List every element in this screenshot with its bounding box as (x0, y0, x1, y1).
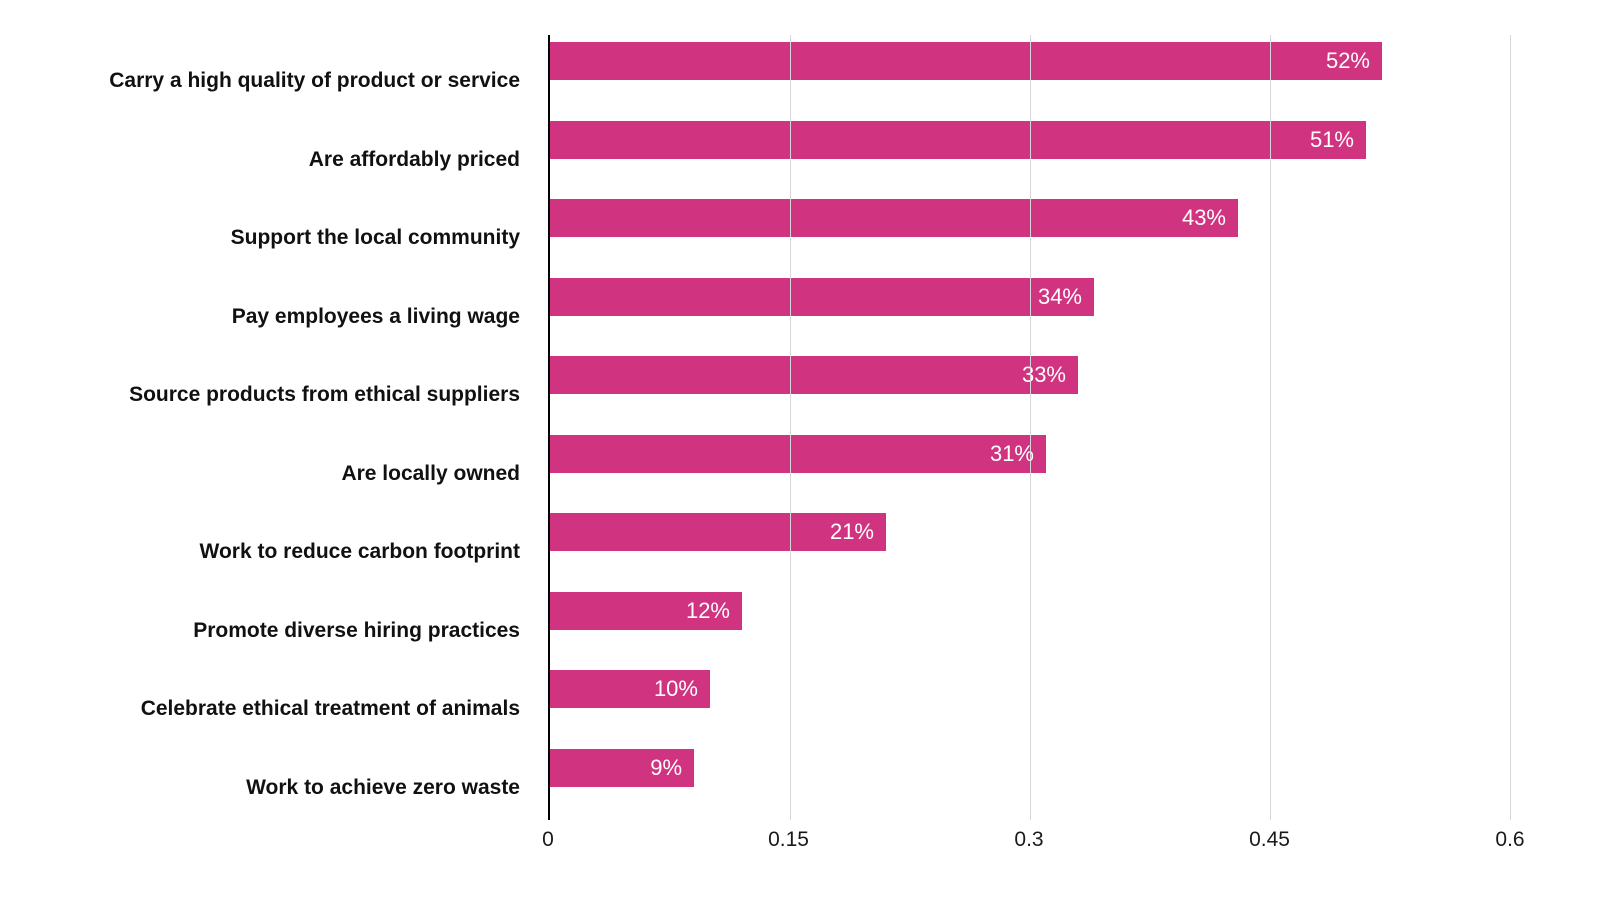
bar-value-label: 10% (653, 676, 698, 701)
x-tick-label: 0.15 (768, 828, 809, 851)
bar-row: 34% (550, 271, 1510, 350)
x-tick-label: 0.3 (1014, 828, 1044, 851)
bar-row: 10% (550, 663, 1510, 742)
bar-row: 51% (550, 114, 1510, 193)
bar-row: 31% (550, 428, 1510, 507)
category-axis: Carry a high quality of product or servi… (0, 35, 520, 820)
category-label: Carry a high quality of product or servi… (109, 69, 520, 93)
x-tick-label: 0 (542, 828, 554, 851)
bar: 51% (550, 120, 1366, 159)
category-label: Pay employees a living wage (231, 304, 520, 328)
category-label: Work to achieve zero waste (246, 775, 520, 799)
gridline (790, 35, 791, 820)
bar-row: 21% (550, 506, 1510, 585)
plot-area: 52% 51% 43% 34% 33% 31% 21% 12% 10% 9% (548, 35, 1511, 820)
bar-value-label: 34% (1037, 283, 1082, 309)
bar-value-label: 21% (829, 519, 874, 544)
category-label: Are locally owned (341, 461, 520, 485)
bar: 52% (550, 42, 1382, 80)
bar: 43% (550, 199, 1238, 237)
bar: 33% (550, 356, 1078, 394)
category-label: Celebrate ethical treatment of animals (140, 697, 520, 721)
x-tick-label: 0.6 (1495, 828, 1525, 851)
gridline (1030, 35, 1031, 820)
bar-row: 33% (550, 349, 1510, 428)
bar: 34% (550, 277, 1094, 316)
category-label: Promote diverse hiring practices (193, 618, 520, 642)
bar-value-label: 9% (650, 754, 682, 780)
bar-row: 43% (550, 192, 1510, 271)
x-tick-label: 0.45 (1249, 828, 1290, 851)
bar-row: 9% (550, 742, 1510, 821)
bar-row: 12% (550, 585, 1510, 664)
category-label: Work to reduce carbon footprint (199, 540, 520, 564)
bar: 9% (550, 748, 694, 787)
bar: 10% (550, 670, 710, 708)
bar-value-label: 12% (685, 597, 730, 623)
category-label: Source products from ethical suppliers (129, 383, 520, 407)
category-label: Support the local community (230, 226, 520, 250)
bar-rows: 52% 51% 43% 34% 33% 31% 21% 12% 10% 9% (550, 35, 1510, 820)
bar: 31% (550, 434, 1046, 473)
bar-row: 52% (550, 35, 1510, 114)
bar: 12% (550, 591, 742, 630)
gridline (1510, 35, 1511, 820)
bar-value-label: 43% (1181, 205, 1226, 230)
bar-value-label: 52% (1325, 48, 1370, 73)
bar-value-label: 51% (1309, 126, 1354, 152)
bar-value-label: 31% (989, 440, 1034, 466)
bar-value-label: 33% (1021, 362, 1066, 387)
x-axis-ticks: 0 0.15 0.3 0.45 0.6 (542, 828, 1524, 868)
category-label: Are affordably priced (308, 147, 520, 171)
gridline (1270, 35, 1271, 820)
bar: 21% (550, 513, 886, 551)
